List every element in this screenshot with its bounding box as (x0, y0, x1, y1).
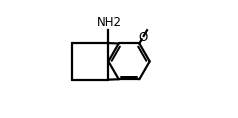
Text: O: O (138, 31, 147, 44)
Text: NH2: NH2 (97, 16, 122, 29)
